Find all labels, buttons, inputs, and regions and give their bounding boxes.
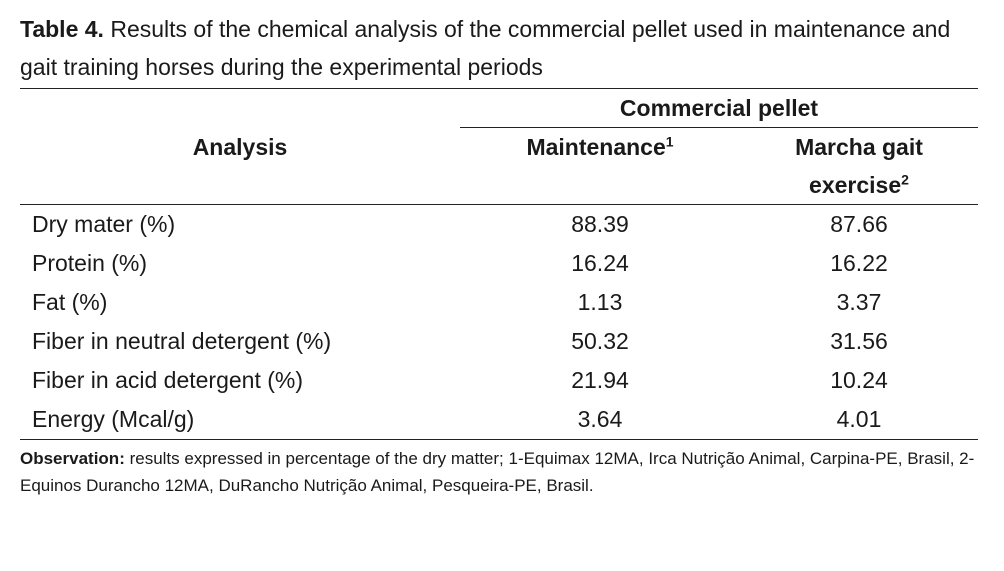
results-table: Analysis Commercial pellet Maintenance1 … <box>20 88 978 440</box>
header-marcha-line1: Marcha gait <box>795 134 923 160</box>
table-row: Dry mater (%) 88.39 87.66 <box>20 204 978 244</box>
cell-marcha: 31.56 <box>830 328 888 354</box>
table-row: Fat (%) 1.13 3.37 <box>20 283 978 322</box>
cell-marcha: 3.37 <box>836 289 882 315</box>
table-row: Energy (Mcal/g) 3.64 4.01 <box>20 400 978 440</box>
header-row-sub: Maintenance1 Marcha gait exercise2 <box>20 128 978 205</box>
cell-marcha: 16.22 <box>830 250 888 276</box>
table-caption: Table 4. Results of the chemical analysi… <box>20 10 978 86</box>
header-commercial-pellet: Commercial pellet <box>460 88 978 128</box>
header-marcha-line2: exercise <box>809 172 902 198</box>
header-maintenance-label: Maintenance <box>526 134 666 160</box>
row-label: Energy (Mcal/g) <box>20 400 460 440</box>
table-footnote: Observation: results expressed in percen… <box>20 445 978 499</box>
header-maintenance-sup: 1 <box>665 133 674 150</box>
row-label: Fiber in neutral detergent (%) <box>32 328 332 354</box>
table-figure: Table 4. Results of the chemical analysi… <box>20 10 978 499</box>
row-label: Fiber in acid detergent (%) <box>32 367 304 393</box>
caption-label: Table 4. <box>20 16 104 42</box>
footnote-label: Observation: <box>20 449 125 468</box>
cell-marcha: 10.24 <box>830 367 888 393</box>
cell-maintenance: 21.94 <box>571 367 629 393</box>
cell-marcha: 4.01 <box>740 400 978 440</box>
cell-maintenance: 16.24 <box>571 250 629 276</box>
row-label: Fat (%) <box>32 289 108 315</box>
row-label: Protein (%) <box>32 250 148 276</box>
cell-marcha: 87.66 <box>740 204 978 244</box>
caption-text: Results of the chemical analysis of the … <box>20 16 951 80</box>
header-maintenance: Maintenance1 <box>460 128 740 205</box>
cell-maintenance: 88.39 <box>460 204 740 244</box>
cell-maintenance: 50.32 <box>571 328 629 354</box>
header-marcha: Marcha gait exercise2 <box>740 128 978 205</box>
table-row: Protein (%) 16.24 16.22 <box>20 244 978 283</box>
header-row-group: Analysis Commercial pellet <box>20 88 978 205</box>
header-analysis: Analysis <box>20 88 460 205</box>
table-row: Fiber in neutral detergent (%) 50.32 31.… <box>20 322 978 361</box>
table-row: Fiber in acid detergent (%) 21.94 10.24 <box>20 361 978 400</box>
cell-maintenance: 3.64 <box>460 400 740 440</box>
footnote-text: results expressed in percentage of the d… <box>20 449 975 495</box>
cell-maintenance: 1.13 <box>577 289 623 315</box>
header-marcha-sup: 2 <box>901 171 909 188</box>
row-label: Dry mater (%) <box>20 204 460 244</box>
